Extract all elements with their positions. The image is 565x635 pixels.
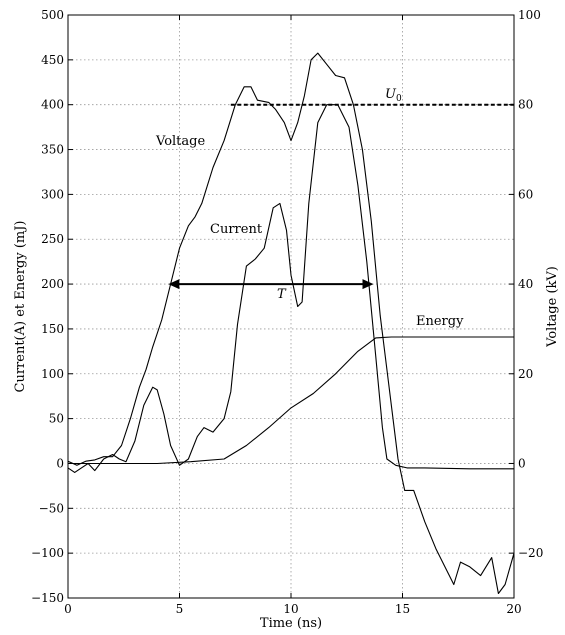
right-tick-label: 100 [518, 8, 541, 22]
x-axis-title: Time (ns) [260, 616, 322, 631]
right-tick-label: −20 [518, 546, 543, 560]
left-axis-title: Current(A) et Energy (mJ) [13, 220, 28, 392]
series-layer [67, 52, 515, 595]
left-tick-label: 200 [41, 277, 64, 291]
right-axis-ticks: −20 0 20 40 60 80 100 [509, 8, 543, 560]
u0-subscript: 0 [396, 94, 402, 104]
left-tick-label: 50 [49, 412, 64, 426]
right-tick-label: 40 [518, 277, 533, 291]
energy-annotation: Energy [416, 314, 464, 329]
right-tick-label: 20 [518, 367, 533, 381]
x-tick-label: 5 [176, 602, 184, 616]
current-annotation: Current [210, 222, 263, 237]
voltage-line [67, 52, 515, 595]
t-annotation: T [277, 287, 287, 302]
x-tick-label: 10 [283, 602, 298, 616]
right-tick-label: 60 [518, 187, 533, 201]
energy-line [68, 336, 514, 465]
left-tick-label: 100 [41, 367, 64, 381]
t-arrow-head-right [362, 279, 374, 290]
plot-frame [67, 14, 515, 599]
left-axis-ticks: −150 −100 −50 0 50 100 150 200 250 300 350 400 450 50… [31, 8, 73, 605]
left-tick-label: 300 [41, 187, 64, 201]
voltage-annotation: Voltage [155, 134, 205, 149]
current-line [67, 104, 514, 473]
left-tick-label: 400 [41, 98, 64, 112]
left-tick-label: 150 [41, 322, 64, 336]
left-tick-label: −150 [31, 591, 64, 605]
left-tick-label: −100 [31, 546, 64, 560]
left-tick-label: 350 [41, 143, 64, 157]
left-tick-label: 450 [41, 53, 64, 67]
left-tick-label: −50 [39, 501, 64, 515]
right-tick-label: 0 [518, 456, 526, 470]
left-tick-label: 500 [41, 8, 64, 22]
grid [67, 14, 515, 599]
x-tick-label: 15 [395, 602, 410, 616]
left-tick-label: 250 [41, 232, 64, 246]
t-arrow [168, 279, 374, 290]
x-tick-label: 20 [506, 602, 521, 616]
u0-annotation: U0 [385, 87, 402, 104]
right-axis-title: Voltage (kV) [545, 266, 560, 348]
right-tick-label: 80 [518, 98, 533, 112]
t-arrow-head-left [168, 279, 180, 290]
left-tick-label: 0 [56, 456, 64, 470]
x-axis-ticks: 0 5 10 15 20 [64, 15, 522, 616]
x-tick-label: 0 [64, 602, 72, 616]
u0-letter: U [385, 87, 397, 102]
